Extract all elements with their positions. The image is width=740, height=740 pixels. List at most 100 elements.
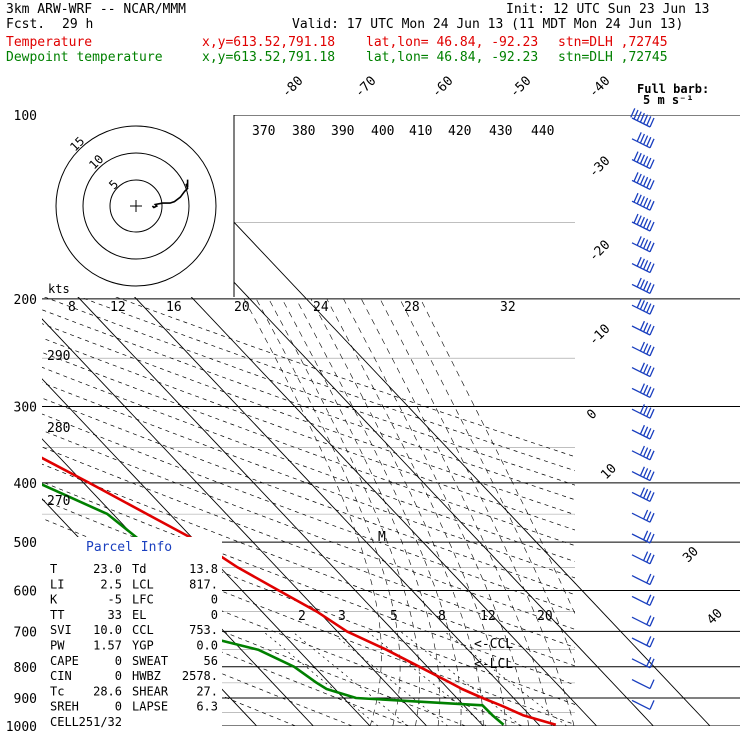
moist-adiabat-line: [281, 298, 441, 726]
wind-barb-flag: [649, 221, 655, 232]
wind-barb: [631, 594, 655, 606]
wind-barb-flag: [646, 573, 652, 584]
wind-barb-flag: [649, 117, 655, 128]
pressure-tick-label: 400: [14, 477, 37, 492]
forecast-label: Fcst.: [6, 17, 46, 32]
wind-barb-flag: [649, 263, 655, 273]
wind-barb: [631, 530, 655, 544]
temperature-legend-label: Temperature: [6, 35, 93, 50]
wind-barb-staff: [631, 325, 651, 336]
isotherm-tick-label: 0: [584, 407, 600, 423]
wind-barb-flag: [646, 532, 652, 542]
wind-barb-flag: [643, 530, 649, 541]
wind-barb-flag: [646, 365, 652, 376]
hodograph-ring: [109, 179, 163, 233]
parcel-info-title: Parcel Info: [86, 540, 172, 555]
wind-barb-flag: [649, 575, 655, 585]
wind-barb-flag: [649, 429, 655, 440]
wind-barb-flag: [636, 256, 642, 267]
hodograph-scale-label: 24: [313, 300, 329, 315]
wind-barb-flag: [646, 656, 652, 667]
wind-barb-flag: [649, 325, 655, 336]
pressure-tick-label: 700: [14, 625, 37, 640]
hodograph-scale-label: 20: [234, 300, 250, 315]
parcel-field-label: SVI: [50, 623, 72, 637]
wind-barb-flag: [633, 109, 639, 120]
dry-adiabat-line: [42, 556, 466, 726]
hodograph-scale-label: 16: [166, 300, 182, 315]
wind-barb-flag: [646, 386, 652, 397]
mixing-ratio-line: [329, 631, 449, 726]
moist-adiabat-line: [343, 298, 529, 726]
isotherm-tick-label: -40: [586, 74, 613, 101]
parcel-field-value: 23.0: [93, 562, 122, 576]
wind-barb-flag: [639, 258, 645, 269]
parcel-field-value: 10.0: [93, 623, 122, 637]
parcel-field-label: LFC: [132, 593, 154, 607]
wind-barb-flag: [649, 679, 655, 689]
ccl-marker: <-CCL: [474, 637, 513, 652]
wind-barb-flag: [639, 320, 645, 331]
parcel-field-value: 0: [211, 608, 218, 622]
wind-barb-staff: [631, 658, 651, 669]
parcel-field-value: 6.3: [196, 700, 218, 714]
temperature-latlon: lat,lon= 46.84, -92.23: [366, 35, 539, 50]
dry-adiabat-label: 420: [448, 124, 471, 139]
parcel-field-value: 0.0: [196, 639, 218, 653]
mixing-ratio-line: [366, 631, 487, 726]
wind-barb-flag: [639, 175, 645, 185]
wind-barb: [631, 213, 655, 232]
isotherm-tick-label: -60: [429, 74, 456, 101]
wind-barb-flag: [649, 616, 655, 627]
wind-barb-flag: [633, 213, 639, 224]
wind-barb: [631, 679, 655, 690]
wind-barb-flag: [633, 151, 639, 161]
wind-barb-flag: [646, 615, 652, 625]
wind-barb-flag: [639, 487, 645, 497]
parcel-field-value: 1.57: [93, 639, 122, 653]
pressure-tick-label: 800: [14, 661, 37, 676]
isotherm-tick-label: 40: [704, 606, 726, 628]
parcel-field-label: LCL: [132, 577, 154, 591]
dry-adiabat-label: 290: [47, 349, 70, 364]
wind-barb-staff: [631, 595, 651, 606]
parcel-field-value: 13.8: [189, 562, 218, 576]
wind-barb-flag: [646, 282, 652, 293]
wind-barb-flag: [639, 362, 645, 373]
parcel-field-value: 33: [108, 608, 122, 622]
wind-barb-flag: [649, 180, 655, 190]
hodograph-scale-label: 28: [404, 300, 420, 315]
dry-adiabat-label: 400: [371, 124, 394, 139]
wind-barb-flag: [639, 466, 645, 477]
parcel-field-label: LAPSE: [132, 700, 168, 714]
wind-barb-staff: [631, 554, 651, 565]
dry-adiabat-line: [42, 597, 353, 726]
parcel-field-value: 2.5: [100, 577, 122, 591]
wind-barb-flag: [643, 301, 649, 312]
wind-barb-flag: [636, 173, 642, 184]
wind-barb: [631, 466, 655, 482]
wind-barb-flag: [649, 284, 655, 294]
parcel-field-value: 0: [115, 669, 122, 683]
wind-barb-staff: [631, 159, 651, 170]
wind-barb-flag: [643, 239, 649, 249]
wind-barb-flag: [639, 237, 645, 248]
hodograph-trace: [151, 179, 189, 209]
dewpoint-station: stn=DLH ,72745: [558, 50, 668, 65]
parcel-field-value: 251/32: [79, 715, 122, 729]
dry-adiabat-label: 410: [409, 124, 432, 139]
forecast-hour: 29 h: [62, 17, 94, 32]
wind-barb-flag: [649, 159, 655, 169]
wind-barb-staff: [631, 429, 651, 440]
max-parcel-marker: M: [378, 530, 386, 545]
temperature-station: stn=DLH ,72745: [558, 35, 668, 50]
hodograph-ring: [82, 152, 190, 260]
wind-barb-flag: [643, 260, 649, 270]
wind-barb-flag: [636, 277, 642, 288]
valid-time: Valid: 17 UTC Mon 24 Jun 13 (11 MDT Mon …: [292, 17, 684, 32]
isotherm-line: [575, 582, 711, 726]
wind-barb-staff: [631, 138, 651, 149]
wind-barb-flag: [643, 384, 649, 395]
wind-barb-staff: [631, 616, 651, 627]
wind-barb: [631, 277, 655, 294]
